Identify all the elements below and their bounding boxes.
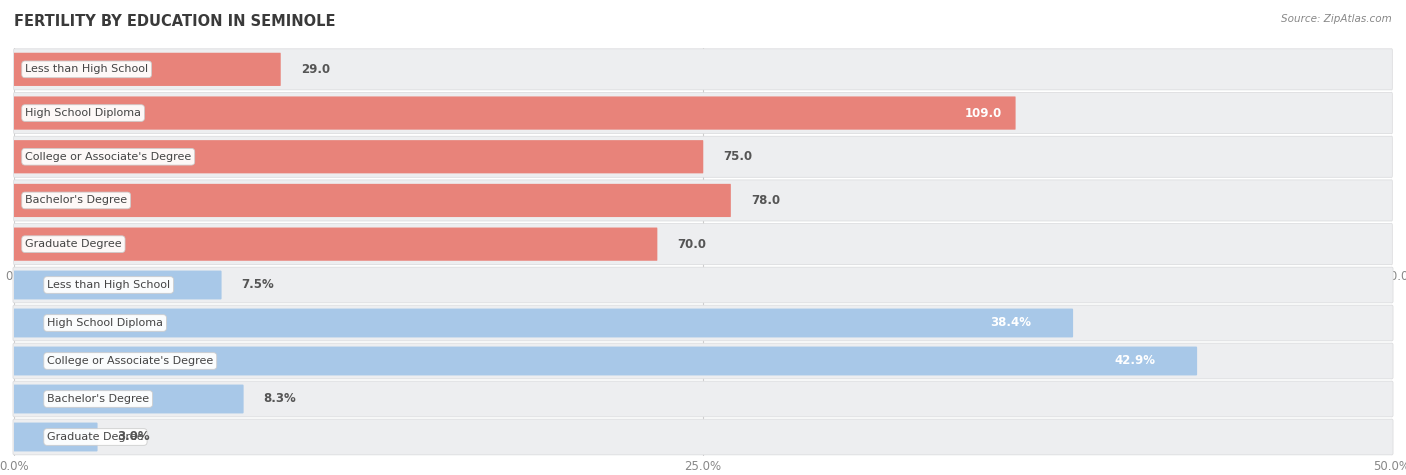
Text: 70.0: 70.0 [678, 238, 707, 251]
Text: 42.9%: 42.9% [1114, 354, 1154, 368]
Text: College or Associate's Degree: College or Associate's Degree [48, 356, 214, 366]
FancyBboxPatch shape [13, 423, 97, 451]
FancyBboxPatch shape [14, 184, 731, 217]
FancyBboxPatch shape [13, 381, 1393, 417]
Text: 7.5%: 7.5% [242, 278, 274, 292]
Text: 29.0: 29.0 [301, 63, 330, 76]
FancyBboxPatch shape [13, 347, 1197, 375]
Text: FERTILITY BY EDUCATION IN SEMINOLE: FERTILITY BY EDUCATION IN SEMINOLE [14, 14, 336, 29]
Text: Source: ZipAtlas.com: Source: ZipAtlas.com [1281, 14, 1392, 24]
Text: Less than High School: Less than High School [48, 280, 170, 290]
Text: 78.0: 78.0 [751, 194, 780, 207]
Text: Graduate Degree: Graduate Degree [25, 239, 122, 249]
FancyBboxPatch shape [14, 228, 658, 261]
Text: 8.3%: 8.3% [263, 392, 297, 406]
FancyBboxPatch shape [14, 49, 1392, 90]
FancyBboxPatch shape [13, 343, 1393, 379]
FancyBboxPatch shape [13, 419, 1393, 455]
Text: Bachelor's Degree: Bachelor's Degree [25, 195, 127, 206]
Text: Bachelor's Degree: Bachelor's Degree [48, 394, 149, 404]
FancyBboxPatch shape [14, 136, 1392, 177]
Text: 38.4%: 38.4% [990, 316, 1031, 330]
FancyBboxPatch shape [13, 305, 1393, 341]
Text: Graduate Degree: Graduate Degree [48, 432, 143, 442]
Text: Less than High School: Less than High School [25, 64, 148, 75]
FancyBboxPatch shape [13, 309, 1073, 337]
Text: High School Diploma: High School Diploma [25, 108, 141, 118]
FancyBboxPatch shape [14, 140, 703, 173]
FancyBboxPatch shape [14, 180, 1392, 221]
Text: High School Diploma: High School Diploma [48, 318, 163, 328]
Text: 109.0: 109.0 [965, 106, 1001, 120]
FancyBboxPatch shape [14, 53, 281, 86]
Text: College or Associate's Degree: College or Associate's Degree [25, 152, 191, 162]
Text: 3.0%: 3.0% [118, 430, 150, 444]
FancyBboxPatch shape [13, 385, 243, 413]
FancyBboxPatch shape [14, 93, 1392, 133]
FancyBboxPatch shape [14, 96, 1015, 130]
Text: 75.0: 75.0 [724, 150, 752, 163]
FancyBboxPatch shape [14, 224, 1392, 265]
FancyBboxPatch shape [13, 271, 222, 299]
FancyBboxPatch shape [13, 267, 1393, 303]
